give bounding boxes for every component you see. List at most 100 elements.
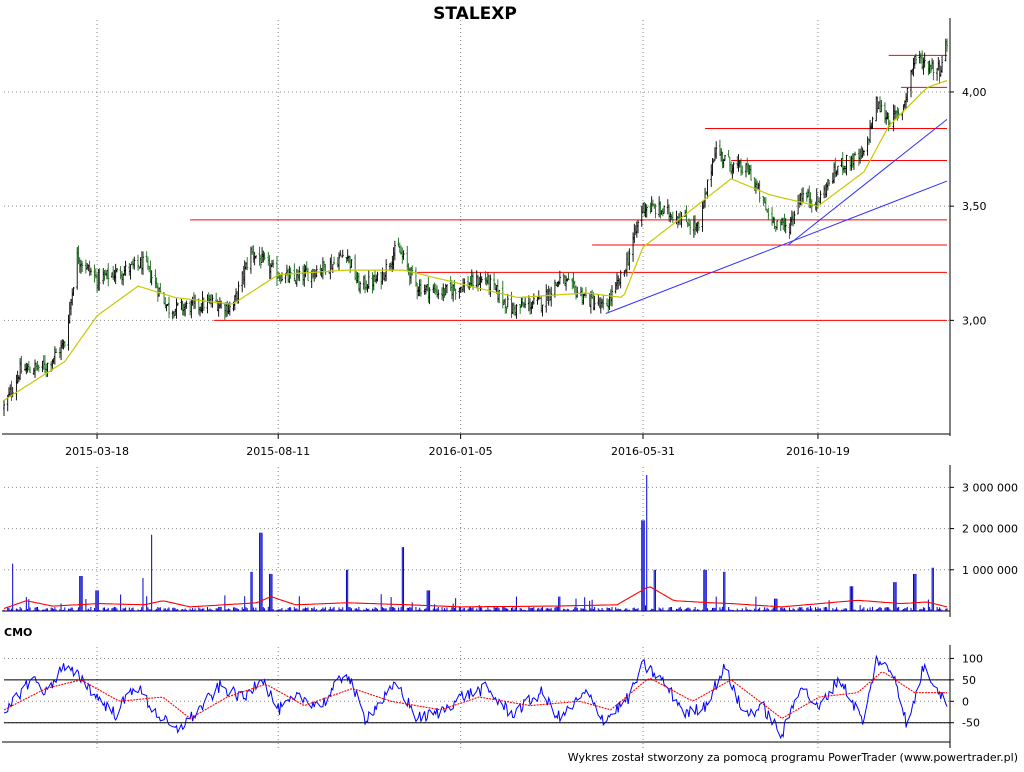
price-moving-average-line [3,79,948,401]
price-bar [168,296,171,319]
price-bar [181,300,184,316]
price-bar [141,251,144,275]
price-bar [706,179,709,199]
price-bar [371,272,374,294]
price-bar [774,225,777,232]
cmo-y-tick-label: 100 [962,652,983,665]
price-bar [571,277,574,290]
price-bar [771,207,774,226]
price-bar [850,155,853,171]
price-bar [720,148,723,162]
price-bar [392,247,395,271]
price-bar [267,251,270,266]
price-bar [537,290,540,301]
price-bar [253,251,256,266]
price-bar [437,289,440,300]
cmo-y-tick-label: 0 [962,695,969,708]
price-bar [9,384,12,397]
price-bar [633,223,636,244]
price-bar [443,288,446,298]
price-bar [319,264,322,276]
price-bar [617,275,620,290]
price-bar [423,284,426,295]
price-bar [619,270,622,289]
footer-credit: Wykres został stworzony za pomocą progra… [568,751,1018,764]
price-bar [635,221,638,238]
price-bar [81,261,84,272]
price-bar [928,60,931,74]
price-bar [579,286,582,297]
price-bar [762,195,765,206]
price-bar [294,279,297,284]
price-bar [110,272,113,278]
price-bar [818,197,821,203]
price-bar [210,294,213,308]
price-bar [520,297,523,308]
price-bar [113,269,116,282]
price-bar [137,254,140,271]
price-bar [133,256,136,270]
price-bar [599,297,602,314]
price-bar [749,164,752,181]
price-bar [598,297,601,308]
price-bar [929,64,932,74]
price-bar [623,270,626,277]
price-bar [411,265,414,276]
price-bar [892,104,895,132]
price-bar [793,210,796,225]
price-bar [442,283,445,302]
price-bar [575,285,577,300]
price-bar [19,358,22,381]
price-bar [779,219,782,231]
price-bar [302,265,305,286]
price-y-tick-label: 3,00 [962,314,987,327]
price-bar [790,210,793,226]
price-bar [380,271,383,290]
price-bar [597,294,600,306]
price-bar [208,294,211,305]
price-bar [226,300,229,317]
price-bar [314,269,317,279]
chart-title: STALEXP [433,4,517,24]
price-bar [836,165,839,176]
price-bar [315,265,318,278]
price-bar [819,190,822,205]
price-bar [262,250,265,263]
price-bar [306,267,309,281]
price-bar [747,163,750,175]
price-bar [102,268,105,285]
price-bar [305,261,308,273]
price-bar [338,252,341,271]
price-bar [84,259,87,274]
price-bar [946,38,948,52]
price-bar [41,360,44,373]
price-bar [515,304,518,319]
price-bar [710,164,713,187]
price-bar [634,225,637,235]
price-bar [382,272,385,281]
price-bar [828,180,831,186]
price-bar [558,270,561,285]
price-bar [835,170,838,177]
price-bar [103,270,106,281]
price-y-tick-label: 3,50 [962,200,987,213]
price-bar [115,268,118,273]
price-bar [859,148,862,164]
price-bar [192,292,195,310]
trend-line-0 [605,180,948,314]
price-bar [704,187,707,208]
price-bar [721,151,724,169]
price-bar [339,250,342,257]
price-bar [823,185,826,199]
price-bar [189,300,192,316]
price-bar [576,286,579,298]
price-bar [825,182,828,198]
price-bar [279,274,282,284]
price-bar [176,303,179,306]
price-bar [401,247,404,264]
price-bar [541,304,544,317]
price-y-tick-label: 4,00 [962,86,987,99]
price-bar [921,50,924,70]
price-bar [875,96,878,122]
